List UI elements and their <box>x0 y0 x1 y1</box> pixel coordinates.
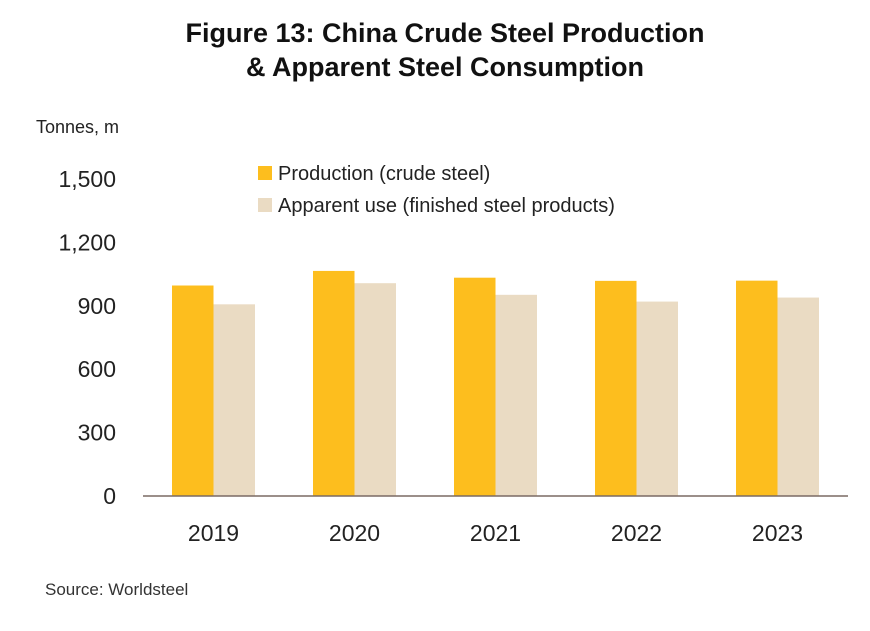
bar-apparent-use <box>777 297 819 496</box>
x-tick-label: 2019 <box>188 520 239 546</box>
y-tick-label: 600 <box>78 356 116 382</box>
y-tick-label: 900 <box>78 293 116 319</box>
legend-label-apparent-use: Apparent use (finished steel products) <box>278 195 615 217</box>
legend-swatch-apparent-use <box>258 198 272 212</box>
bar-production <box>313 270 355 496</box>
x-tick-label: 2023 <box>752 520 803 546</box>
chart-title-line2: & Apparent Steel Consumption <box>245 52 644 82</box>
y-tick-label: 0 <box>103 483 116 509</box>
bar-production <box>736 280 778 496</box>
chart-title-line1: Figure 13: China Crude Steel Production <box>185 18 705 48</box>
bar-apparent-use <box>354 283 396 496</box>
y-tick-label: 1,200 <box>58 229 116 255</box>
y-tick-label: 1,500 <box>58 166 116 192</box>
y-axis-unit-label: Tonnes, m <box>36 117 120 137</box>
bar-production <box>454 277 496 496</box>
x-tick-label: 2020 <box>329 520 380 546</box>
chart-title: Figure 13: China Crude Steel Production … <box>0 16 870 84</box>
y-tick-label: 300 <box>78 420 116 446</box>
bar-apparent-use <box>636 301 678 496</box>
legend-label-production: Production (crude steel) <box>278 163 490 185</box>
bar-production <box>172 285 214 496</box>
legend-swatch-production <box>258 166 272 180</box>
x-tick-label: 2022 <box>611 520 662 546</box>
x-tick-label: 2021 <box>470 520 521 546</box>
source-note: Source: Worldsteel <box>45 580 189 599</box>
bar-apparent-use <box>495 294 537 496</box>
bar-apparent-use <box>213 304 255 496</box>
bar-production <box>595 280 637 496</box>
